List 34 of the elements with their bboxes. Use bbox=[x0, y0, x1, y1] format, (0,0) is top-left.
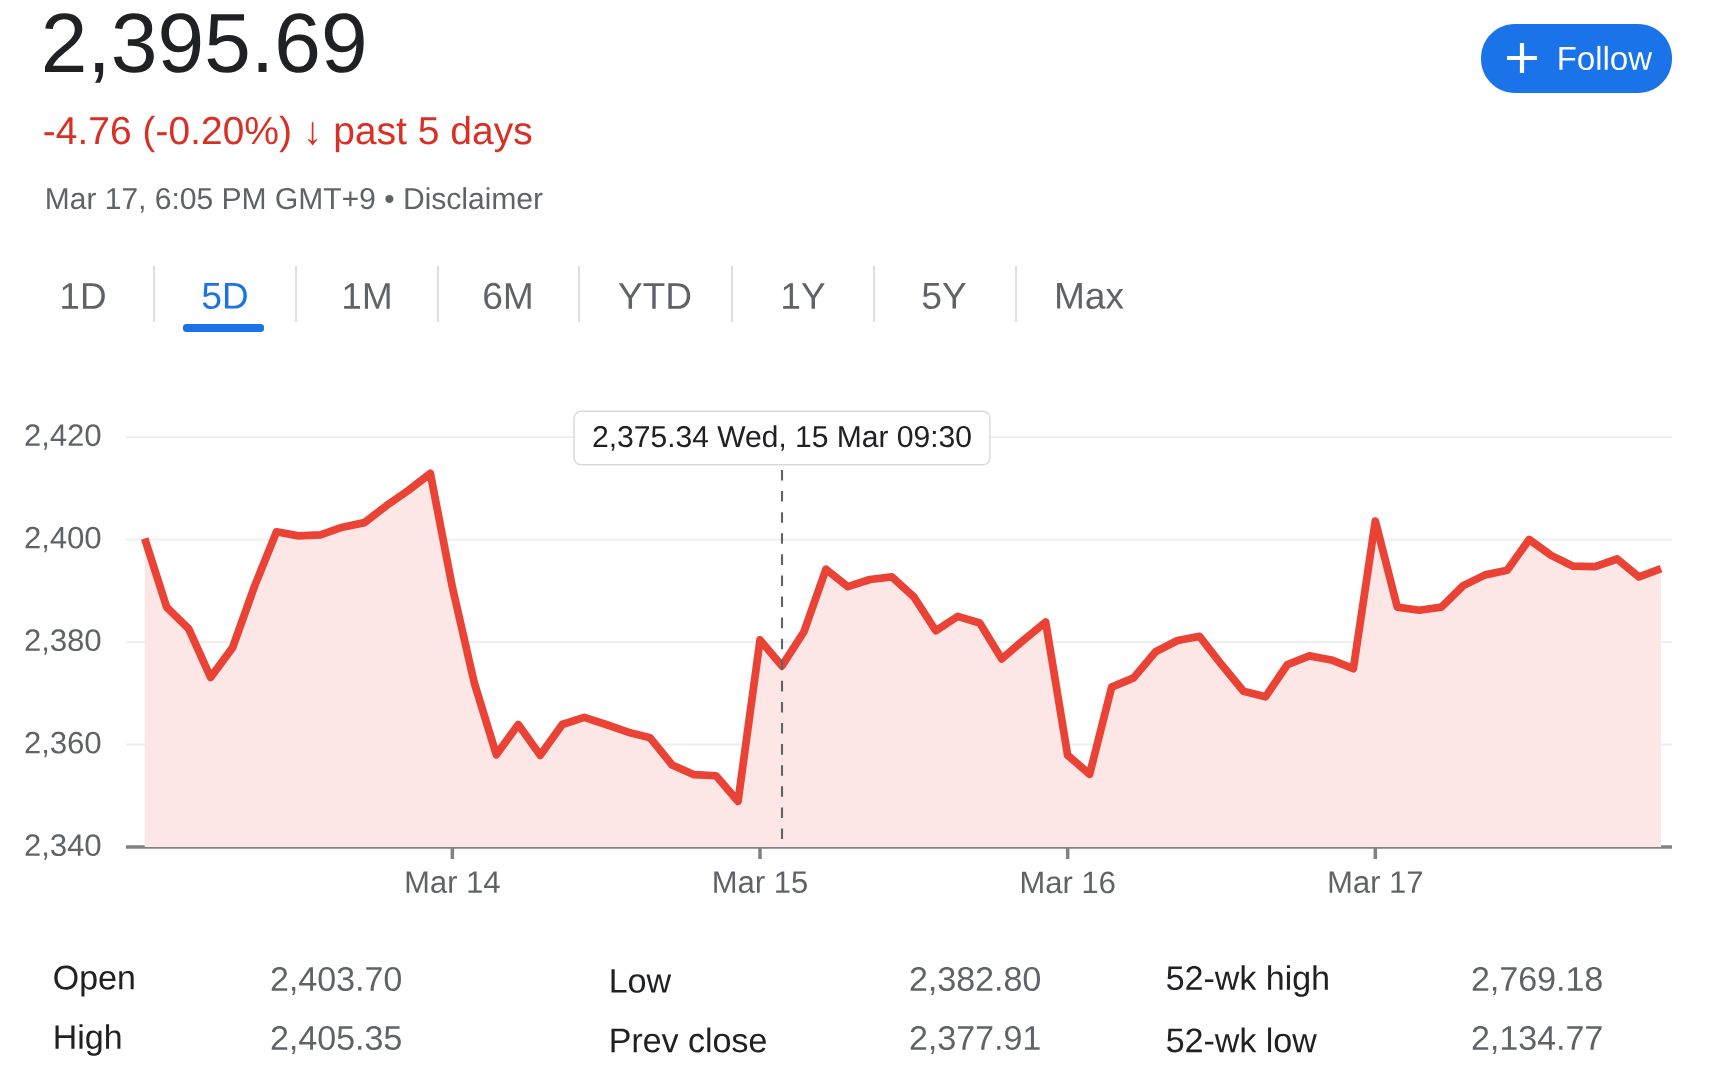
text: 2,403.70 bbox=[271, 966, 401, 996]
y-tick-label: 2,380 bbox=[25, 629, 101, 655]
annotation: 2,375.34 Wed, 15 Mar 09:30 bbox=[593, 425, 971, 451]
text: Follow bbox=[1559, 45, 1653, 71]
text: 2,405.35 bbox=[271, 1025, 401, 1055]
x-tick-label: Mar 16 bbox=[1021, 871, 1115, 894]
text: 2,382.80 bbox=[910, 966, 1040, 996]
text: 2,377.91 bbox=[910, 1025, 1040, 1055]
text: 1D bbox=[62, 283, 105, 309]
text: YTD bbox=[618, 283, 691, 309]
chart-subtitle: -4.76 (-0.20%) ↓ past 5 days bbox=[44, 115, 532, 153]
x-tick-label: Mar 15 bbox=[714, 871, 807, 894]
text: 6M bbox=[484, 282, 531, 310]
x-tick-label: Mar 14 bbox=[406, 871, 500, 894]
y-tick-label: 2,420 bbox=[25, 424, 101, 450]
text: High bbox=[55, 1024, 121, 1056]
text: Prev close bbox=[611, 1027, 766, 1053]
text: Mar 17, 6:05 PM GMT+9 • Disclaimer bbox=[47, 187, 543, 213]
text: 2,769.18 bbox=[1472, 966, 1602, 996]
y-tick-label: 2,360 bbox=[25, 731, 101, 758]
text: 1Y bbox=[783, 283, 825, 309]
text: Low bbox=[611, 969, 672, 993]
text: Open bbox=[54, 965, 134, 997]
text: Max bbox=[1057, 283, 1124, 309]
text: 5D bbox=[202, 283, 247, 309]
text: 52-wk high bbox=[1167, 965, 1328, 997]
chart-title: 2,395.69 bbox=[44, 13, 364, 83]
y-tick-label: 2,400 bbox=[25, 526, 101, 553]
y-tick-label: 2,340 bbox=[25, 834, 101, 860]
text: 52-wk low bbox=[1167, 1027, 1317, 1053]
text: 1M bbox=[344, 283, 390, 309]
text: 5Y bbox=[922, 283, 966, 309]
x-tick-label: Mar 17 bbox=[1329, 871, 1422, 894]
text: 2,134.77 bbox=[1472, 1025, 1602, 1055]
